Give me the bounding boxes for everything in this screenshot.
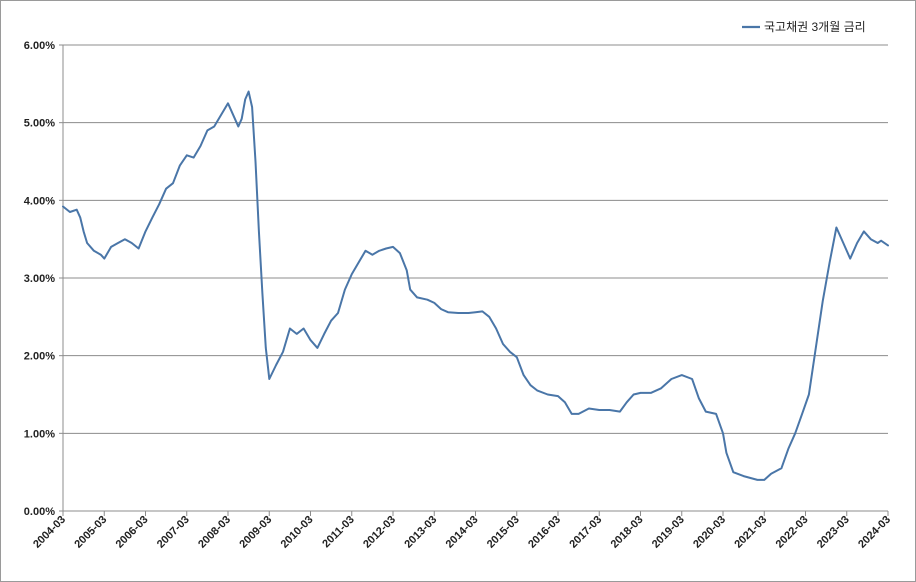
- y-axis-ticks: 0.00% 1.00% 2.00% 3.00% 4.00% 5.00% 6.00%: [24, 40, 63, 518]
- y-tick-label: 1.00%: [24, 428, 55, 440]
- series-line: [62, 90, 889, 481]
- gridlines: [63, 44, 888, 434]
- x-tick-label: 2016-03: [526, 514, 563, 551]
- x-tick-label: 2015-03: [485, 514, 522, 551]
- x-tick-label: 2019-03: [650, 514, 687, 551]
- x-tick-label: 2006-03: [114, 514, 151, 551]
- legend: 국고채권 3개월 금리: [742, 20, 866, 34]
- x-tick-label: 2020-03: [691, 514, 728, 551]
- x-tick-label: 2011-03: [320, 514, 357, 551]
- x-tick-label: 2018-03: [609, 514, 646, 551]
- x-tick-label: 2022-03: [774, 514, 811, 551]
- x-tick-label: 2017-03: [567, 514, 604, 551]
- x-tick-label: 2012-03: [361, 514, 398, 551]
- x-tick-label: 2021-03: [732, 514, 769, 551]
- x-tick-label: 2005-03: [72, 514, 109, 551]
- x-tick-label: 2009-03: [237, 514, 274, 551]
- y-tick-label: 2.00%: [24, 351, 55, 363]
- x-tick-label: 2024-03: [856, 514, 893, 551]
- y-tick-label: 6.00%: [24, 40, 55, 52]
- x-tick-label: 2010-03: [279, 514, 316, 551]
- x-tick-label: 2023-03: [815, 514, 852, 551]
- x-tick-label: 2008-03: [196, 514, 233, 551]
- x-tick-label: 2014-03: [444, 514, 481, 551]
- x-tick-label: 2013-03: [402, 514, 439, 551]
- y-tick-label: 3.00%: [24, 273, 55, 285]
- x-tick-label: 2007-03: [155, 514, 192, 551]
- series-layer: [62, 90, 889, 481]
- y-tick-label: 5.00%: [24, 118, 55, 130]
- x-axis-ticks: 2004-03 2005-03 2006-03 2007-03 2008-03 2009-…: [31, 511, 893, 551]
- y-tick-label: 0.00%: [24, 506, 55, 518]
- x-tick-label: 2004-03: [31, 514, 68, 551]
- y-tick-label: 4.00%: [24, 195, 55, 207]
- legend-label: 국고채권 3개월 금리: [764, 20, 866, 34]
